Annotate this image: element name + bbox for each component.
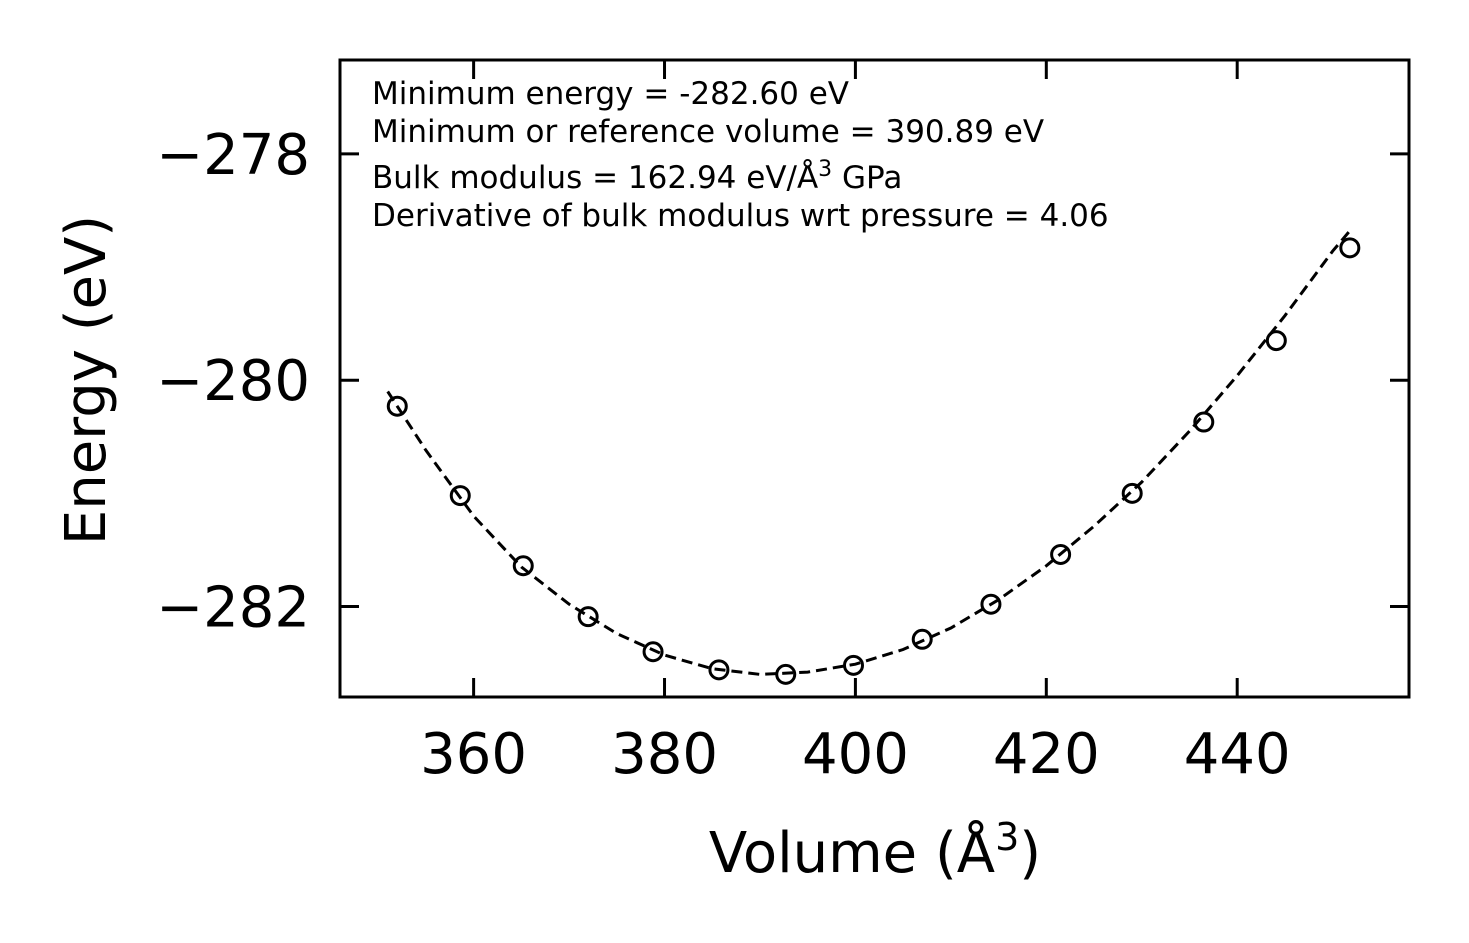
data-point [642, 641, 664, 663]
x-tick-label: 440 [1184, 722, 1291, 787]
data-point [577, 606, 599, 628]
x-tick-label: 360 [420, 722, 527, 787]
annotation-bulk-modulus: Bulk modulus = 162.94 eV/Å3 GPa [372, 157, 902, 196]
x-axis-label-text: Volume (Å [709, 820, 995, 886]
data-point [843, 654, 865, 676]
x-axis-label: Volume (Å3) [709, 815, 1041, 886]
data-point [1050, 543, 1072, 565]
annotation-derivative: Derivative of bulk modulus wrt pressure … [372, 198, 1109, 234]
x-axis-label-end: ) [1019, 821, 1041, 886]
annotation-box: Minimum energy = -282.60 eV Minimum or r… [372, 76, 1109, 234]
data-points [386, 237, 1361, 685]
annotation-min-volume: Minimum or reference volume = 390.89 eV [372, 114, 1044, 150]
annotation-bulk-modulus-sup: 3 [818, 157, 832, 182]
data-point [911, 628, 933, 650]
x-tick-label: 420 [993, 722, 1100, 787]
x-tick-label: 400 [802, 722, 909, 787]
data-point [775, 663, 797, 685]
y-axis-label: Energy (eV) [54, 215, 119, 545]
annotation-min-energy: Minimum energy = -282.60 eV [372, 76, 849, 112]
x-axis-label-sup: 3 [995, 815, 1019, 859]
data-point [1193, 411, 1215, 433]
y-tick-label: −282 [156, 575, 310, 640]
data-point [1339, 237, 1361, 259]
y-tick-label: −278 [156, 123, 310, 188]
tick-labels: 360 380 400 420 440 −278 −280 −282 [156, 123, 1290, 787]
data-point [708, 659, 730, 681]
data-point [1121, 482, 1143, 504]
data-point [512, 555, 534, 577]
annotation-bulk-modulus-text: Bulk modulus = 162.94 eV/Å [372, 160, 818, 196]
data-point [449, 485, 471, 507]
ticks [340, 60, 1409, 697]
x-tick-label: 380 [611, 722, 718, 787]
plot-frame [338, 58, 1411, 699]
data-point [386, 395, 408, 417]
annotation-bulk-modulus-unit: GPa [832, 160, 902, 196]
y-tick-label: −280 [156, 349, 310, 414]
data-point [980, 593, 1002, 615]
data-point [1265, 330, 1287, 352]
